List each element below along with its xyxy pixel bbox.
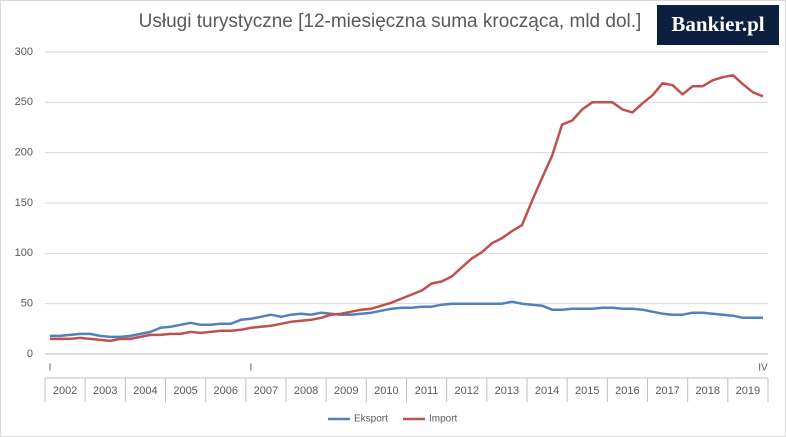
year-label: 2016 bbox=[615, 385, 639, 397]
y-tick-label: 250 bbox=[15, 96, 33, 108]
y-tick-label: 100 bbox=[15, 247, 33, 259]
year-label: 2019 bbox=[736, 385, 760, 397]
logo-box bbox=[657, 5, 779, 45]
quarter-label: IV bbox=[758, 363, 768, 374]
year-label: 2008 bbox=[294, 385, 318, 397]
series-line bbox=[50, 73, 764, 343]
y-tick-label: 0 bbox=[27, 348, 33, 360]
year-label: 2007 bbox=[254, 385, 278, 397]
y-tick-label: 200 bbox=[15, 147, 33, 159]
legend-label: Eksport bbox=[354, 414, 388, 425]
logo: Bankier.pl bbox=[671, 12, 764, 36]
y-tick-label: 50 bbox=[21, 298, 33, 310]
year-label: 2003 bbox=[93, 385, 117, 397]
year-label: 2005 bbox=[173, 385, 197, 397]
year-label: 2011 bbox=[415, 385, 439, 397]
y-tick-label: 150 bbox=[15, 197, 33, 209]
year-label: 2006 bbox=[214, 385, 238, 397]
year-label: 2015 bbox=[575, 385, 599, 397]
year-label: 2017 bbox=[655, 385, 679, 397]
chart-title: Usługi turystyczne [12-miesięczna suma k… bbox=[139, 11, 642, 32]
year-label: 2009 bbox=[334, 385, 358, 397]
quarter-label: I bbox=[249, 363, 252, 374]
year-label: 2014 bbox=[535, 385, 559, 397]
quarter-label: I bbox=[49, 363, 52, 374]
series-line bbox=[50, 300, 763, 339]
legend-label: Import bbox=[429, 414, 458, 425]
year-label: 2002 bbox=[53, 385, 77, 397]
year-label: 2010 bbox=[374, 385, 398, 397]
year-label: 2012 bbox=[455, 385, 479, 397]
year-label: 2013 bbox=[495, 385, 519, 397]
year-label: 2018 bbox=[696, 385, 720, 397]
y-tick-label: 300 bbox=[15, 46, 33, 58]
year-label: 2004 bbox=[133, 385, 157, 397]
